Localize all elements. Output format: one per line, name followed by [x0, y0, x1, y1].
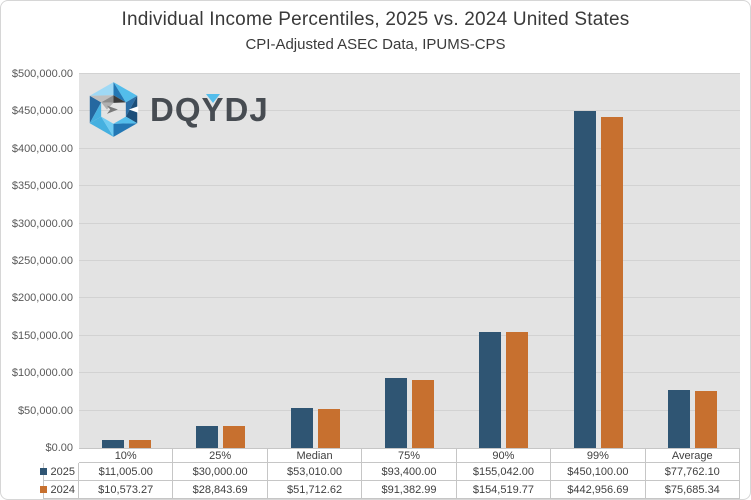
- y-axis-tick-label: $250,000.00: [11, 255, 73, 267]
- bar-2025-99%: [573, 111, 596, 448]
- logo-letters-dj: DJ: [224, 91, 269, 128]
- table-value-cell: $30,000.00: [173, 463, 268, 481]
- table-header-cell: 75%: [362, 448, 457, 463]
- plot-area: [79, 73, 740, 448]
- table-value-cell: $28,843.69: [173, 481, 268, 499]
- bar-2025-10%: [101, 439, 124, 448]
- table-header-cell: 99%: [551, 448, 646, 463]
- gridline: [79, 409, 740, 411]
- bar-2024-99%: [600, 116, 623, 448]
- bar-2024-25%: [223, 426, 246, 448]
- gridline: [79, 334, 740, 336]
- chart-subtitle: CPI-Adjusted ASEC Data, IPUMS-CPS: [245, 36, 506, 53]
- dqydj-logo-mark: [89, 82, 139, 137]
- y-axis-tick-label: $150,000.00: [11, 329, 73, 342]
- data-table: 10% 25% Median 75% 90% 99% Average 2025 $11,005.…: [39, 448, 740, 499]
- table-corner-cell: [43, 448, 79, 463]
- gridline: [79, 297, 740, 299]
- table-header-cell: 25%: [173, 448, 268, 463]
- table-value-cell: $51,712.62: [267, 481, 363, 499]
- bar-2025-90%: [479, 332, 502, 448]
- table-header-cell: 10%: [79, 448, 174, 463]
- table-value-cell: $77,762.10: [645, 463, 740, 481]
- table-value-cell: $11,005.00: [79, 463, 174, 481]
- y-axis-tick-label: $100,000.00: [11, 367, 73, 380]
- y-axis-tick-label: $400,000.00: [11, 142, 73, 155]
- bar-2024-10%: [128, 440, 151, 448]
- y-axis: $0.00 $50,000.00 $100,000.00 $150,000.00 $20…: [1, 68, 73, 454]
- bar-2024-average: [695, 391, 718, 448]
- legend-cell-2024: 2024: [39, 481, 79, 499]
- bar-2025-75%: [385, 378, 407, 448]
- gridline: [79, 372, 740, 374]
- legend-cell-2025: 2025: [39, 463, 79, 481]
- table-value-cell: $155,042.00: [456, 463, 552, 481]
- gridline: [79, 260, 740, 261]
- logo-y-triangle-icon: [206, 94, 220, 103]
- chart-title: Individual Income Percentiles, 2025 vs. …: [121, 9, 630, 30]
- table-header-cell: Average: [645, 448, 740, 463]
- gridline: [79, 147, 740, 149]
- y-axis-tick-label: $300,000.00: [11, 217, 73, 230]
- table-value-cell: $75,685.34: [645, 481, 740, 499]
- legend-label: 2025: [50, 465, 75, 478]
- table-value-cell: $93,400.00: [362, 463, 457, 481]
- gridline: [79, 110, 740, 112]
- bar-2024-median: [317, 409, 340, 448]
- table-value-cell: $53,010.00: [267, 463, 363, 481]
- y-axis-tick-label: $0.00: [45, 442, 73, 454]
- bar-2025-average: [668, 389, 691, 448]
- table-value-cell: $10,573.27: [79, 481, 174, 499]
- y-axis-tick-label: $450,000.00: [11, 105, 73, 118]
- y-axis-tick-label: $200,000.00: [11, 292, 73, 305]
- table-value-cell: $442,956.69: [551, 481, 646, 499]
- legend-label: 2024: [50, 483, 75, 496]
- y-axis-tick-label: $350,000.00: [11, 180, 73, 193]
- legend-key-icon: [39, 486, 47, 493]
- legend-key-icon: [39, 468, 47, 475]
- gridline: [79, 73, 740, 74]
- bar-2024-90%: [506, 332, 529, 448]
- table-value-cell: $91,382.99: [362, 481, 457, 499]
- table-header-cell: 90%: [456, 448, 552, 463]
- table-header-cell: Median: [267, 448, 363, 463]
- bar-2025-25%: [196, 425, 219, 448]
- table-value-cell: $154,519.77: [456, 481, 552, 499]
- gridline: [79, 185, 740, 187]
- y-axis-tick-label: $500,000.00: [11, 68, 73, 80]
- table-value-cell: $450,100.00: [551, 463, 646, 481]
- bar-2024-75%: [412, 379, 434, 448]
- bar-2025-median: [290, 408, 313, 448]
- y-axis-tick-label: $50,000.00: [17, 404, 73, 417]
- dqydj-logo-text: DQ Y DJ: [150, 81, 269, 138]
- logo-letter-y: Y: [201, 91, 225, 128]
- dqydj-logo: DQ Y DJ: [86, 81, 269, 138]
- logo-letters-dq: DQ: [150, 91, 202, 128]
- gridline: [79, 222, 740, 224]
